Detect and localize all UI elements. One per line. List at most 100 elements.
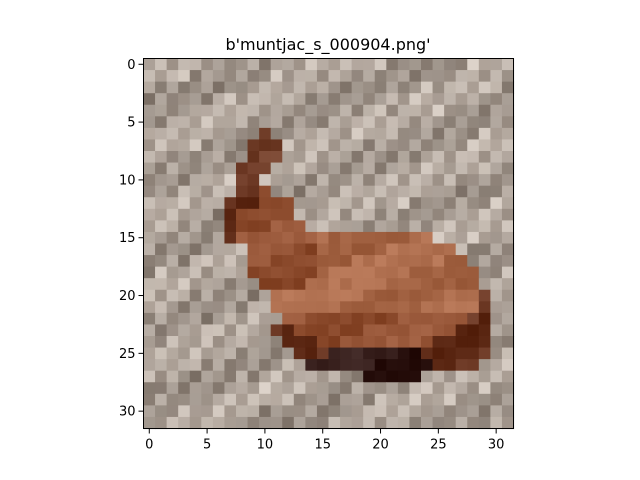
image-pixel [270,58,283,71]
image-pixel [351,405,364,418]
image-pixel [236,278,249,291]
image-pixel [432,208,445,221]
image-pixel [467,416,480,430]
image-pixel [178,220,191,233]
image-pixel [501,416,515,430]
image-pixel [259,393,272,406]
image-pixel [166,93,179,106]
image-pixel [421,231,434,245]
image-pixel [247,336,260,349]
image-pixel [143,81,156,94]
image-pixel [478,70,491,83]
image-pixel [282,58,295,71]
image-pixel [212,197,226,210]
image-pixel [166,70,179,83]
image-pixel [201,382,214,395]
image-pixel [501,127,515,141]
image-pixel [397,185,411,198]
image-pixel [421,266,434,279]
image-pixel [236,405,249,418]
image-pixel [155,243,168,256]
image-pixel [467,370,480,383]
image-pixel [444,255,457,268]
image-pixel [421,208,434,221]
image-pixel [444,139,457,152]
image-pixel [444,336,457,349]
image-pixel [166,197,179,210]
image-pixel [212,393,226,406]
image-pixel [351,127,364,141]
image-pixel [247,347,260,360]
image-pixel [490,208,503,221]
image-pixel [259,312,272,326]
image-pixel [293,289,306,302]
image-pixel [305,70,318,83]
image-pixel [189,58,202,71]
image-pixel [316,70,330,83]
image-pixel [259,359,272,372]
image-pixel [224,278,237,291]
image-pixel [236,162,249,175]
image-pixel [351,197,364,210]
image-pixel [351,185,364,198]
image-pixel [293,370,306,383]
image-pixel [478,139,491,152]
image-pixel [247,70,260,83]
image-pixel [212,70,226,83]
image-pixel [363,127,376,141]
image-pixel [444,220,457,233]
image-pixel [247,301,260,314]
image-pixel [224,347,237,360]
image-pixel [236,312,249,326]
image-pixel [363,93,376,106]
image-pixel [270,405,283,418]
image-pixel [178,359,191,372]
image-pixel [282,116,295,129]
image-pixel [166,185,179,198]
image-pixel [316,312,330,326]
image-pixel [432,58,445,71]
image-pixel [247,243,260,256]
image-pixel [143,174,156,187]
image-pixel [293,312,306,326]
image-pixel [340,255,353,268]
image-pixel [374,243,387,256]
image-pixel [224,208,237,221]
image-pixel [340,231,353,245]
image-pixel [421,278,434,291]
image-pixel [178,266,191,279]
image-pixel [259,231,272,245]
image-pixel [490,416,503,430]
image-pixel [247,162,260,175]
image-pixel [270,312,283,326]
image-pixel [178,370,191,383]
image-pixel [259,116,272,129]
image-pixel [432,416,445,430]
image-pixel [282,185,295,198]
image-pixel [155,197,168,210]
image-pixel [189,370,202,383]
image-pixel [270,81,283,94]
image-pixel [363,243,376,256]
image-pixel [212,243,226,256]
image-pixel [328,370,341,383]
image-pixel [293,220,306,233]
image-pixel [189,174,202,187]
image-pixel [189,231,202,245]
image-pixel [409,347,422,360]
image-pixel [351,58,364,71]
image-pixel [178,312,191,326]
image-pixel [432,185,445,198]
image-pixel [178,93,191,106]
image-pixel [478,416,491,430]
image-pixel [386,255,399,268]
image-pixel [374,347,387,360]
image-pixel [293,174,306,187]
image-pixel [305,289,318,302]
image-pixel [143,231,156,245]
image-pixel [467,382,480,395]
image-pixel [397,393,411,406]
image-pixel [328,185,341,198]
image-pixel [236,347,249,360]
image-pixel [212,116,226,129]
